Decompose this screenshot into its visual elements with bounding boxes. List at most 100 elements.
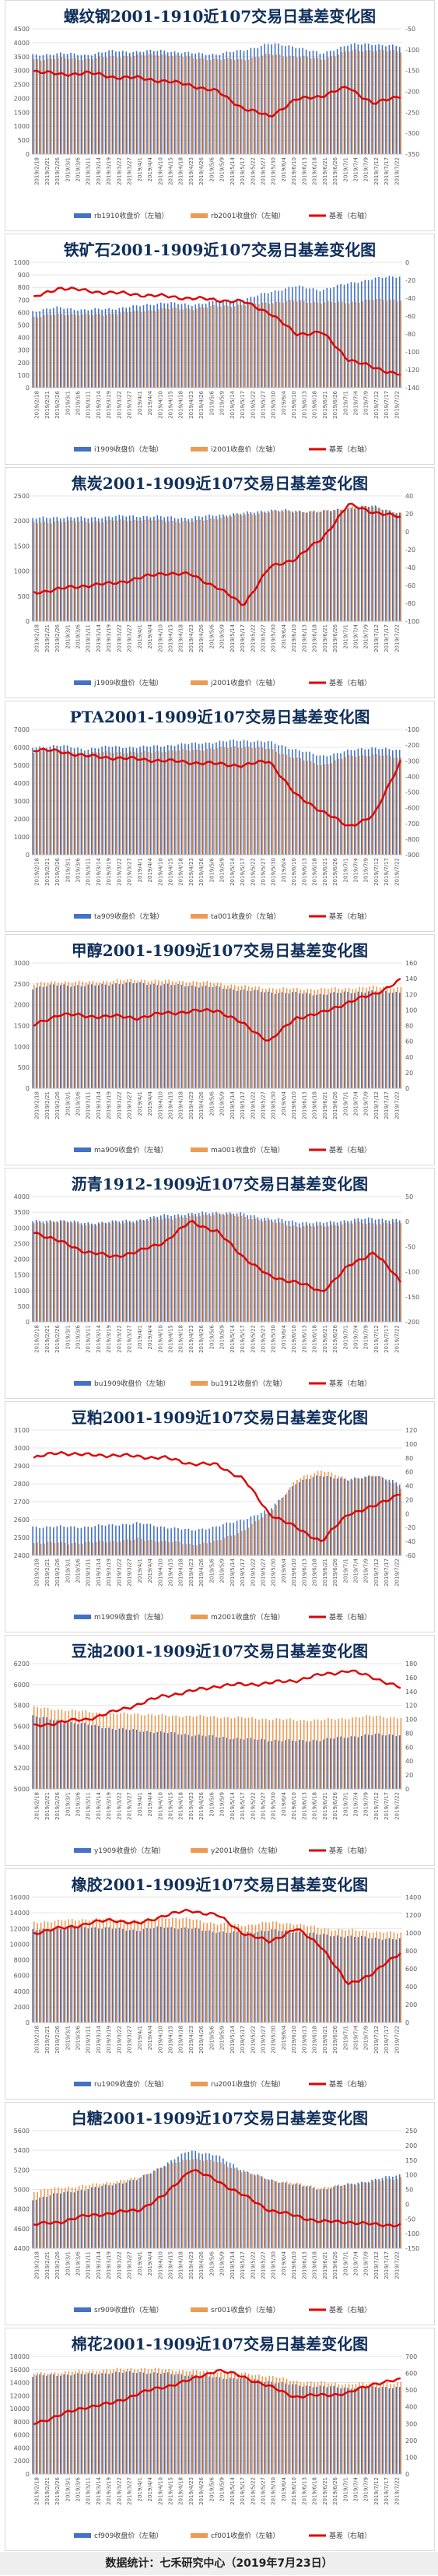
far-contract-bar [275,301,277,388]
near-contract-bar [153,516,155,621]
near-contract-bar [87,518,89,621]
right-axis-tick-label: 60 [405,1038,413,1046]
far-contract-bar [379,1715,381,1789]
near-contract-bar [347,2183,349,2248]
far-contract-bar [109,1917,111,2022]
far-contract-bar [254,304,257,388]
near-contract-bar [177,1214,179,1322]
far-contract-bar [196,749,198,855]
far-contract-bar [372,2181,374,2248]
far-contract-bar [213,1716,215,1789]
far-contract-bar [58,1222,59,1322]
far-contract-bar [213,983,215,1088]
far-contract-bar [345,988,346,1088]
near-contract-bar [257,1217,259,1322]
near-contract-bar [97,308,100,388]
x-axis-tick-label: 2019/2/26 [54,2251,61,2279]
far-contract-bar [85,1225,87,1322]
far-contract-bar [254,57,257,154]
far-contract-bar [64,522,66,621]
far-contract-bar [230,59,233,154]
far-contract-bar [78,1544,80,1555]
far-contract-bar [334,302,336,388]
far-contract-bar [165,54,166,154]
right-axis-tick-label: -80 [405,600,415,607]
left-axis-tick-label: 1000 [14,834,30,841]
far-contract-bar [158,2368,159,2474]
far-contract-bar [168,521,170,621]
x-axis-tick-label: 2019/5/17 [240,858,246,886]
near-contract-bar [73,2374,75,2474]
near-contract-bar [343,2184,345,2248]
far-contract-bar [99,1918,101,2022]
near-contract-bar [229,51,231,154]
far-contract-bar [61,314,63,388]
far-contract-bar [175,982,177,1088]
far-contract-bar [254,1925,257,2022]
near-contract-bar [156,1216,159,1322]
near-contract-bar [32,311,33,388]
far-contract-bar [328,989,329,1088]
right-axis-tick-label: 0 [405,2201,409,2208]
near-contract-bar [201,516,203,621]
near-contract-bar [395,2386,398,2474]
far-contract-bar [324,302,326,388]
far-contract-bar [168,1716,170,1789]
far-contract-bar [192,522,194,621]
near-contract-bar [323,510,324,621]
near-contract-bar [201,53,203,154]
far-contract-bar [47,2374,49,2474]
near-contract-bar [87,54,89,154]
near-contract-bar [184,1927,186,2022]
far-contract-bar [240,2373,243,2474]
near-contract-bar [260,2381,262,2474]
near-contract-bar [122,2372,124,2474]
near-contract-bar [56,1720,58,1789]
far-contract-bar [230,307,233,388]
far-contract-bar [296,301,298,388]
near-contract-bar [336,1737,338,1789]
x-axis-tick-label: 2019/3/14 [96,390,102,418]
near-contract-bar [115,983,117,1088]
near-contract-bar [208,986,210,1088]
near-contract-bar [39,2374,40,2474]
left-axis-tick-label: 2500 [14,493,30,500]
near-contract-bar [170,2160,172,2248]
near-contract-bar [350,2183,352,2248]
left-axis-tick-label: 0 [26,852,30,859]
far-contract-bar [352,989,353,1088]
near-contract-bar [177,304,179,388]
legend-label: ma909收盘价（左轴） [94,1145,167,1154]
far-contract-bar [393,988,395,1088]
near-contract-bar [84,309,86,388]
far-contract-bar [261,1921,264,2022]
far-contract-bar [317,1225,319,1322]
far-contract-bar [216,306,219,388]
x-axis-tick-label: 2019/7/17 [384,1091,390,1119]
near-contract-bar [59,1928,61,2022]
right-axis-tick-label: 150 [405,2157,417,2164]
far-contract-bar [227,1717,229,1789]
x-axis-tick-label: 2019/4/4 [147,857,153,882]
near-contract-bar [354,1477,356,1555]
right-axis-tick-label: 600 [405,2370,417,2377]
far-contract-bar [348,303,350,388]
far-contract-bar [293,988,295,1088]
near-contract-bar [381,1477,384,1555]
far-contract-bar [96,313,97,388]
x-axis-tick-label: 2019/3/1 [65,2026,71,2050]
near-contract-bar [63,1526,65,1555]
far-contract-bar [251,514,253,621]
x-axis-tick-label: 2019/3/1 [65,2251,71,2276]
legend-label: bu1912收盘价（左轴） [211,1379,286,1388]
far-contract-bar [240,2172,243,2248]
far-contract-bar [359,1931,360,2022]
near-contract-bar [153,2372,155,2474]
near-contract-bar [70,2375,72,2474]
near-contract-bar [392,276,394,388]
near-contract-bar [173,985,176,1088]
far-contract-bar [237,747,240,855]
near-contract-bar [87,310,89,388]
x-axis-tick-label: 2019/5/17 [240,2026,246,2054]
near-contract-bar [42,747,44,855]
